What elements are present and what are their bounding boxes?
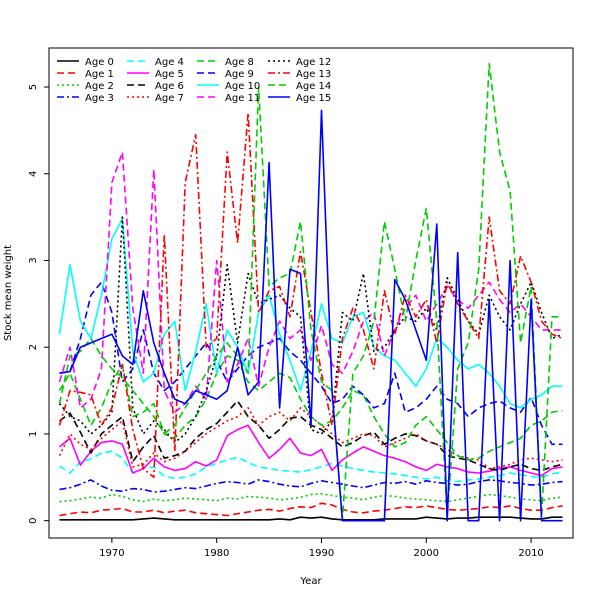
series-line-age-2 bbox=[59, 492, 563, 503]
series-line-age-3 bbox=[59, 479, 563, 493]
legend-label: Age 1 bbox=[85, 69, 114, 80]
y-axis-label: Stock mean weight bbox=[3, 245, 14, 341]
series-line-age-7 bbox=[58, 407, 563, 470]
series-line-age-1 bbox=[59, 502, 563, 517]
y-tick-label: 1 bbox=[28, 431, 39, 437]
legend-label: Age 12 bbox=[296, 57, 331, 68]
x-tick-label: 2010 bbox=[518, 548, 543, 559]
x-tick-label: 2000 bbox=[414, 548, 439, 559]
legend-label: Age 14 bbox=[296, 81, 331, 92]
legend-label: Age 15 bbox=[296, 93, 331, 104]
legend-label: Age 8 bbox=[225, 57, 254, 68]
legend-label: Age 5 bbox=[155, 69, 184, 80]
legend-label: Age 11 bbox=[225, 93, 260, 104]
legend-label: Age 2 bbox=[85, 81, 114, 92]
legend-label: Age 9 bbox=[225, 69, 254, 80]
plot-lines bbox=[58, 62, 563, 522]
series-line-age-15 bbox=[59, 109, 563, 522]
y-tick-label: 0 bbox=[28, 517, 39, 523]
plot-frame bbox=[48, 47, 574, 539]
series-line-age-14 bbox=[58, 62, 563, 520]
x-tick-label: 1970 bbox=[99, 548, 124, 559]
y-tick-label: 4 bbox=[28, 171, 39, 177]
series-line-age-11 bbox=[58, 151, 563, 414]
legend-label: Age 7 bbox=[155, 93, 184, 104]
y-tick-label: 5 bbox=[28, 84, 39, 90]
y-tick-label: 2 bbox=[28, 344, 39, 350]
legend-label: Age 13 bbox=[296, 69, 331, 80]
series-line-age-13 bbox=[58, 112, 563, 479]
x-axis-label: Year bbox=[299, 576, 322, 587]
legend-label: Age 6 bbox=[155, 81, 184, 92]
y-axis: 0 1 2 3 4 5 bbox=[28, 84, 49, 524]
legend-label: Age 3 bbox=[85, 93, 114, 104]
series-line-age-10 bbox=[58, 218, 563, 409]
legend-label: Age 4 bbox=[155, 57, 184, 68]
legend-label: Age 10 bbox=[225, 81, 260, 92]
x-axis: 1970 1980 1990 2000 2010 bbox=[99, 538, 544, 559]
legend-label: Age 0 bbox=[85, 57, 114, 68]
y-tick-label: 3 bbox=[28, 257, 39, 263]
x-tick-label: 1980 bbox=[204, 548, 229, 559]
series-line-age-9 bbox=[59, 281, 563, 446]
x-tick-label: 1990 bbox=[309, 548, 334, 559]
